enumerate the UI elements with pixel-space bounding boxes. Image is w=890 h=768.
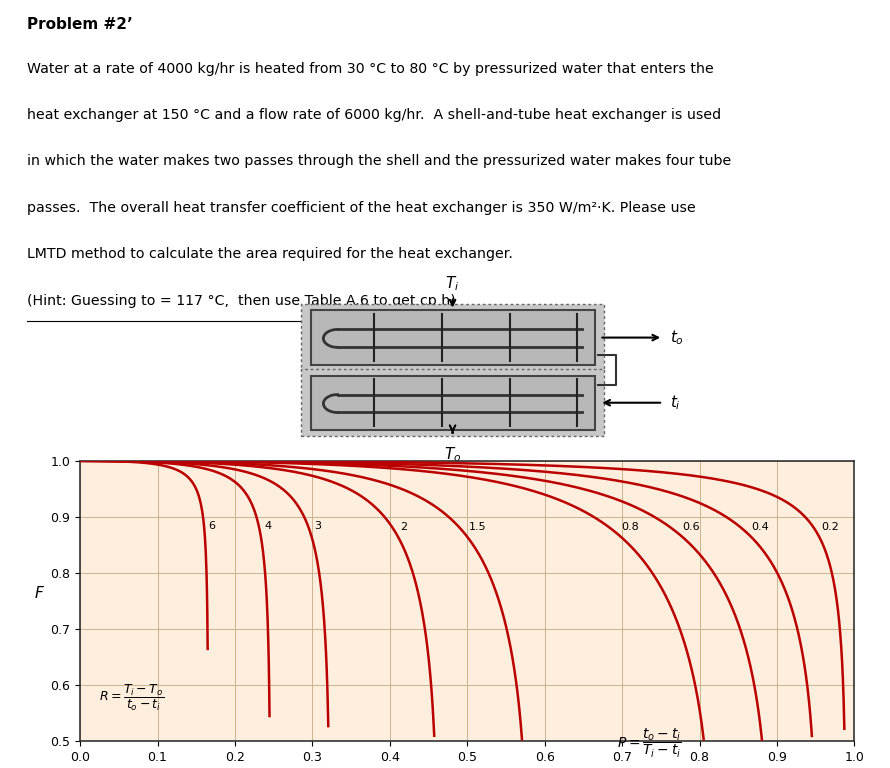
Text: 0.8: 0.8 [621,521,639,532]
Text: LMTD method to calculate the area required for the heat exchanger.: LMTD method to calculate the area requir… [27,247,513,261]
Text: 0.6: 0.6 [683,522,700,532]
Text: in which the water makes two passes through the shell and the pressurized water : in which the water makes two passes thro… [27,154,731,168]
Text: $P = \dfrac{t_o - t_i}{T_i - t_i}$: $P = \dfrac{t_o - t_i}{T_i - t_i}$ [618,727,682,760]
Text: Water at a rate of 4000 kg/hr is heated from 30 °C to 80 °C by pressurized water: Water at a rate of 4000 kg/hr is heated … [27,61,714,75]
Text: 3: 3 [314,521,321,531]
Bar [311,310,595,365]
Text: $T_i$: $T_i$ [446,275,459,293]
Text: $t_o$: $t_o$ [670,328,684,347]
Text: 2: 2 [400,522,408,532]
Bar [301,369,604,436]
Text: 0.4: 0.4 [751,522,769,532]
Y-axis label: F: F [35,586,44,601]
Bar [311,376,595,430]
Text: 4: 4 [264,521,271,531]
Text: $t_i$: $t_i$ [670,393,681,412]
Text: 6: 6 [208,521,215,531]
Text: 1.5: 1.5 [469,522,486,532]
Bar [301,304,604,371]
Text: passes.  The overall heat transfer coefficient of the heat exchanger is 350 W/m²: passes. The overall heat transfer coeffi… [27,201,695,215]
Text: (Hint: Guessing to = 117 °C,  then use Table A.6 to get cp,h): (Hint: Guessing to = 117 °C, then use Ta… [27,293,456,308]
Text: Problem #2’: Problem #2’ [27,17,133,31]
Text: $R = \dfrac{T_i - T_o}{t_o - t_i}$: $R = \dfrac{T_i - T_o}{t_o - t_i}$ [100,683,165,713]
Text: 0.2: 0.2 [821,521,839,531]
Text: $T_o$: $T_o$ [444,445,461,464]
Text: heat exchanger at 150 °C and a flow rate of 6000 kg/hr.  A shell-and-tube heat e: heat exchanger at 150 °C and a flow rate… [27,108,721,122]
